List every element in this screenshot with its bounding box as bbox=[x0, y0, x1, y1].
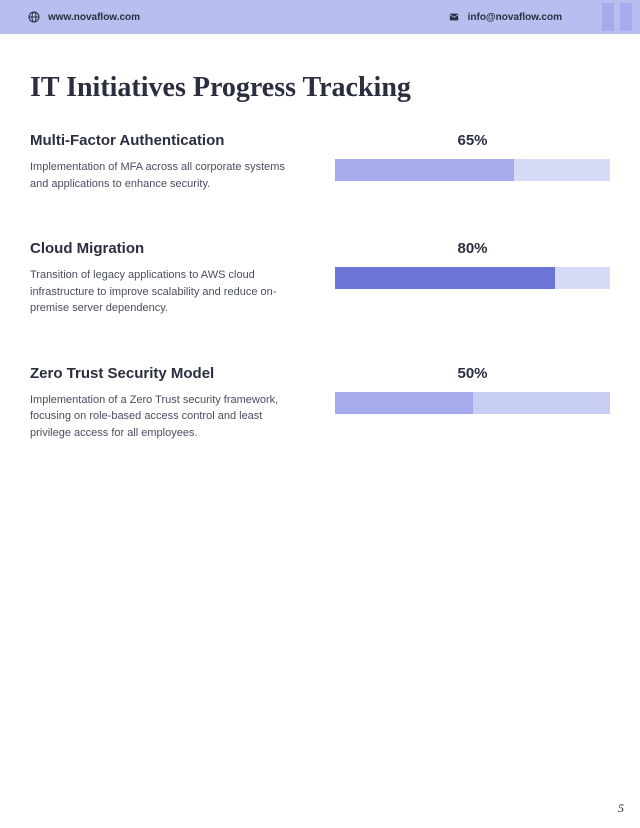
email-icon bbox=[448, 11, 460, 23]
initiative-progress: 65% bbox=[335, 132, 610, 192]
page-number: 5 bbox=[618, 801, 624, 816]
initiative-title: Zero Trust Security Model bbox=[30, 365, 305, 382]
initiative-progress: 80% bbox=[335, 240, 610, 317]
accent-block bbox=[620, 3, 632, 31]
progress-bar bbox=[335, 392, 610, 414]
progress-fill bbox=[335, 267, 555, 289]
initiative-progress: 50% bbox=[335, 365, 610, 442]
initiative-text: Cloud Migration Transition of legacy appl… bbox=[30, 240, 305, 317]
progress-fill bbox=[335, 392, 473, 414]
accent-blocks bbox=[602, 0, 632, 34]
progress-bar bbox=[335, 267, 610, 289]
initiatives-list: Multi-Factor Authentication Implementatio… bbox=[30, 132, 610, 441]
initiative-row: Multi-Factor Authentication Implementatio… bbox=[30, 132, 610, 192]
header-website-group: www.novaflow.com bbox=[28, 11, 140, 23]
percent-label: 65% bbox=[335, 132, 610, 149]
initiative-title: Multi-Factor Authentication bbox=[30, 132, 305, 149]
initiative-text: Multi-Factor Authentication Implementatio… bbox=[30, 132, 305, 192]
header-email-group: info@novaflow.com bbox=[448, 11, 562, 23]
percent-label: 50% bbox=[335, 365, 610, 382]
website-text: www.novaflow.com bbox=[48, 12, 140, 23]
initiative-description: Implementation of MFA across all corpora… bbox=[30, 159, 305, 192]
accent-block bbox=[602, 3, 614, 31]
header-bar: www.novaflow.com info@novaflow.com bbox=[0, 0, 640, 34]
content-area: IT Initiatives Progress Tracking Multi-F… bbox=[0, 34, 640, 441]
globe-icon bbox=[28, 11, 40, 23]
progress-fill bbox=[335, 159, 514, 181]
initiative-description: Implementation of a Zero Trust security … bbox=[30, 392, 305, 442]
email-text: info@novaflow.com bbox=[468, 12, 562, 23]
initiative-row: Cloud Migration Transition of legacy appl… bbox=[30, 240, 610, 317]
page-title: IT Initiatives Progress Tracking bbox=[30, 72, 610, 104]
initiative-description: Transition of legacy applications to AWS… bbox=[30, 267, 305, 317]
initiative-row: Zero Trust Security Model Implementation … bbox=[30, 365, 610, 442]
initiative-text: Zero Trust Security Model Implementation … bbox=[30, 365, 305, 442]
progress-bar bbox=[335, 159, 610, 181]
percent-label: 80% bbox=[335, 240, 610, 257]
initiative-title: Cloud Migration bbox=[30, 240, 305, 257]
